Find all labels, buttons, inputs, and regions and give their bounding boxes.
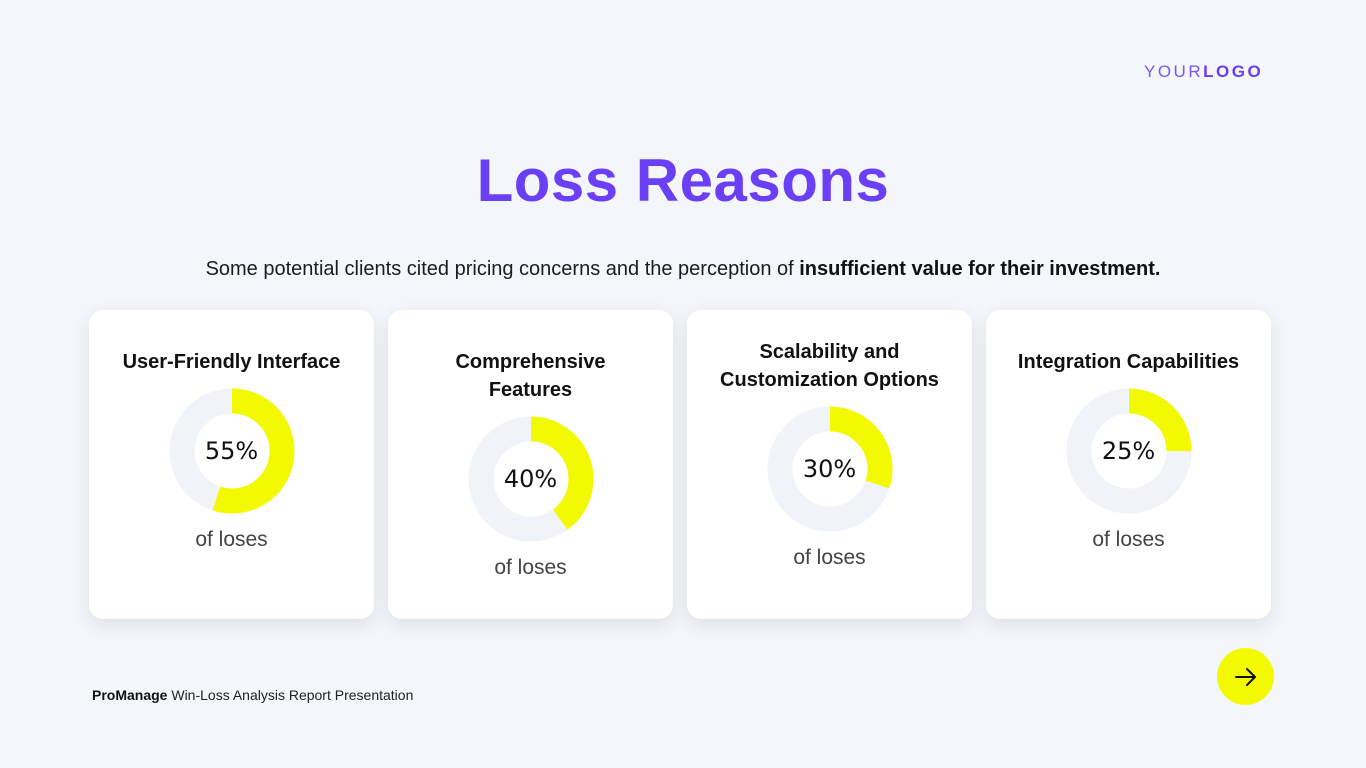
logo-light: YOUR xyxy=(1144,62,1204,81)
logo-bold: LOGO xyxy=(1203,62,1264,81)
card-comprehensive-features: Comprehensive Features 40% of loses xyxy=(388,310,673,619)
card-caption: of loses xyxy=(793,546,866,569)
subtitle-regular: Some potential clients cited pricing con… xyxy=(205,258,800,280)
card-title: Scalability and Customization Options xyxy=(720,341,939,391)
card-user-friendly-interface: User-Friendly Interface 55% of loses xyxy=(89,310,374,619)
footer-text: Win-Loss Analysis Report Presentation xyxy=(167,687,414,703)
card-integration-capabilities: Integration Capabilities 25% of loses xyxy=(986,310,1271,619)
next-slide-button[interactable] xyxy=(1217,648,1274,705)
page-title: Loss Reasons xyxy=(476,147,890,214)
donut-value: 55% xyxy=(204,437,259,465)
donut-chart: 25% xyxy=(1066,388,1192,514)
donut-value: 40% xyxy=(503,465,558,493)
logo: YOURLOGO xyxy=(1144,62,1263,82)
card-title: User-Friendly Interface xyxy=(122,351,341,373)
card-caption: of loses xyxy=(494,556,567,579)
card-scalability-customization: Scalability and Customization Options 30… xyxy=(687,310,972,619)
footer: ProManage Win-Loss Analysis Report Prese… xyxy=(92,687,413,703)
donut-chart: 55% xyxy=(169,388,295,514)
subtitle-bold: insufficient value for their investment. xyxy=(799,258,1161,280)
donut-chart: 40% xyxy=(468,416,594,542)
footer-brand: ProManage xyxy=(92,687,168,703)
donut-chart: 30% xyxy=(767,406,893,532)
card-title: Integration Capabilities xyxy=(1017,351,1240,373)
card-caption: of loses xyxy=(1092,528,1165,551)
subtitle: Some potential clients cited pricing con… xyxy=(0,258,1366,281)
arrow-right-icon xyxy=(1234,667,1256,686)
card-title: Comprehensive Features xyxy=(455,351,606,401)
donut-value: 30% xyxy=(802,455,857,483)
donut-value: 25% xyxy=(1101,437,1156,465)
card-caption: of loses xyxy=(195,528,268,551)
